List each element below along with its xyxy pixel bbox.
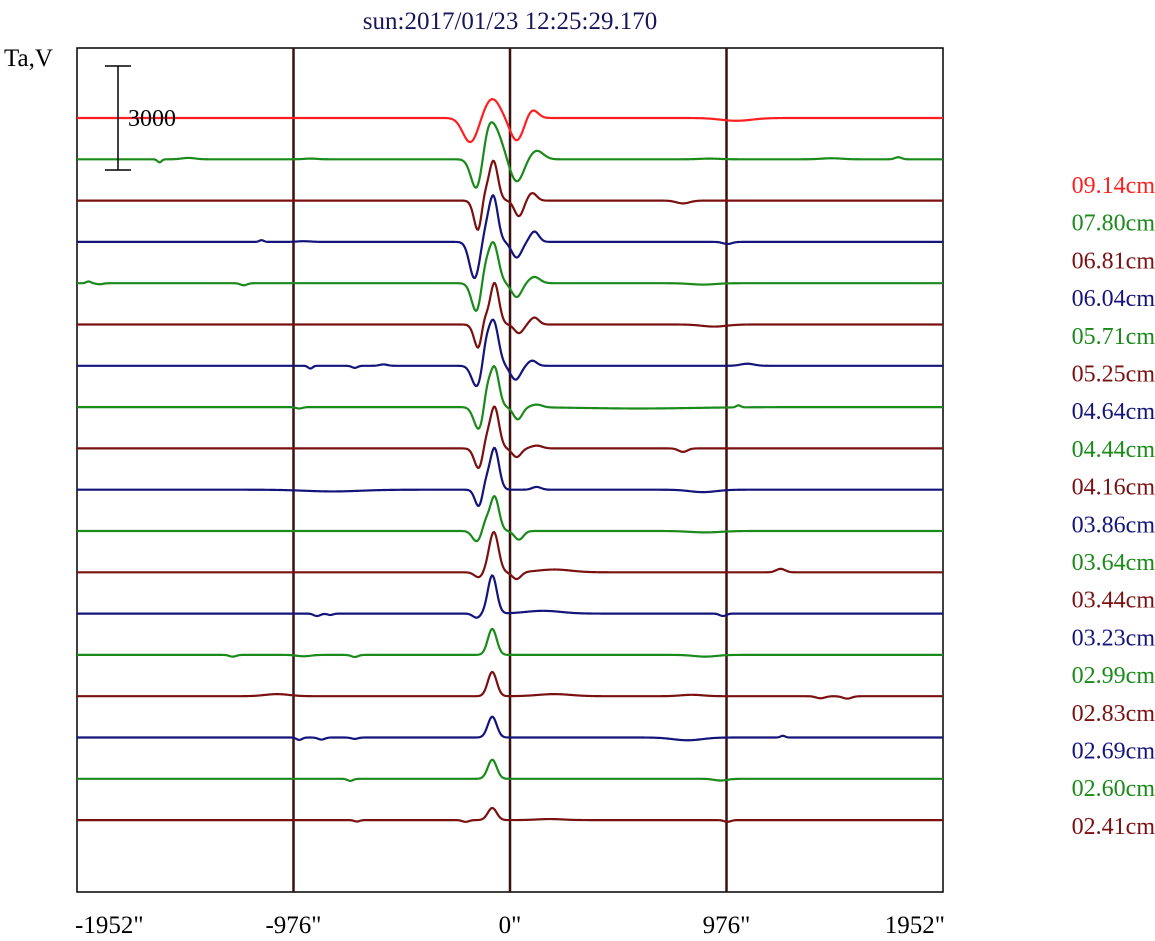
trace-line-03.23cm xyxy=(77,574,943,619)
trace-line-07.80cm xyxy=(77,121,943,189)
x-tick-label: -976" xyxy=(265,912,321,939)
legend-entry: 09.14cm xyxy=(1072,173,1155,199)
scale-bar: 3000 xyxy=(105,65,176,171)
trace-line-06.04cm xyxy=(77,193,943,280)
trace-line-05.71cm xyxy=(77,240,943,313)
y-axis-label: Ta,V xyxy=(4,45,53,72)
legend-entry: 04.64cm xyxy=(1072,399,1155,425)
legend-entry: 02.83cm xyxy=(1072,701,1155,727)
legend-entry: 06.81cm xyxy=(1072,248,1155,274)
trace-line-04.16cm xyxy=(77,405,943,470)
trace-line-02.83cm xyxy=(77,670,943,700)
legend-entry: 05.71cm xyxy=(1072,324,1155,350)
x-tick-label: 0" xyxy=(499,912,522,939)
x-tick-label: 976" xyxy=(703,912,751,939)
legend-entry: 04.16cm xyxy=(1072,475,1155,501)
trace-line-02.41cm xyxy=(77,806,943,823)
trace-line-02.69cm xyxy=(77,715,943,742)
legend-entry: 07.80cm xyxy=(1072,211,1155,237)
x-tick-label: 1952" xyxy=(885,912,945,939)
legend-entry: 06.04cm xyxy=(1072,286,1155,312)
legend-entry: 02.69cm xyxy=(1072,739,1155,765)
trace-line-02.99cm xyxy=(77,627,943,659)
legend-entry: 02.99cm xyxy=(1072,663,1155,689)
limb-markers xyxy=(292,48,728,892)
trace-line-03.64cm xyxy=(77,494,943,543)
trace-line-09.14cm xyxy=(77,98,943,144)
legend-entry: 02.60cm xyxy=(1072,776,1155,802)
x-tick-labels: -1952" -976" 0" 976" 1952" xyxy=(75,912,945,939)
legend-entry: 03.86cm xyxy=(1072,512,1155,538)
legend-entry: 04.44cm xyxy=(1072,437,1155,463)
chart-title: sun:2017/01/23 12:25:29.170 xyxy=(363,8,657,35)
trace-line-04.44cm xyxy=(77,364,943,430)
legend-entry: 03.23cm xyxy=(1072,625,1155,651)
trace-line-03.44cm xyxy=(77,530,943,581)
scale-bar-label: 3000 xyxy=(128,106,176,132)
trace-line-04.64cm xyxy=(77,318,943,388)
x-tick-label: -1952" xyxy=(75,912,144,939)
legend: 09.14cm 07.80cm 06.81cm 06.04cm 05.71cm 05.25… xyxy=(1072,173,1155,840)
trace-line-06.81cm xyxy=(77,159,943,232)
legend-entry: 02.41cm xyxy=(1072,814,1155,840)
trace-series xyxy=(77,98,943,823)
trace-line-03.86cm xyxy=(77,446,943,508)
legend-entry: 05.25cm xyxy=(1072,362,1155,388)
legend-entry: 03.64cm xyxy=(1072,550,1155,576)
trace-line-05.25cm xyxy=(77,282,943,349)
legend-entry: 03.44cm xyxy=(1072,588,1155,614)
trace-line-02.60cm xyxy=(77,758,943,782)
